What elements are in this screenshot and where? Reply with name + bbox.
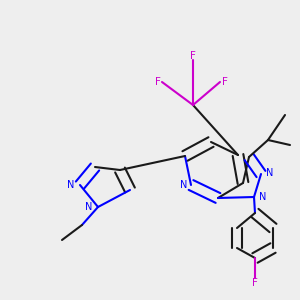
Text: F: F	[190, 51, 196, 62]
Text: F: F	[222, 77, 227, 87]
Text: N: N	[85, 202, 93, 212]
Text: N: N	[67, 180, 75, 190]
Text: F: F	[252, 278, 258, 288]
Text: N: N	[180, 180, 187, 190]
Text: N: N	[266, 167, 274, 178]
Text: N: N	[259, 192, 266, 202]
Text: F: F	[154, 77, 160, 87]
